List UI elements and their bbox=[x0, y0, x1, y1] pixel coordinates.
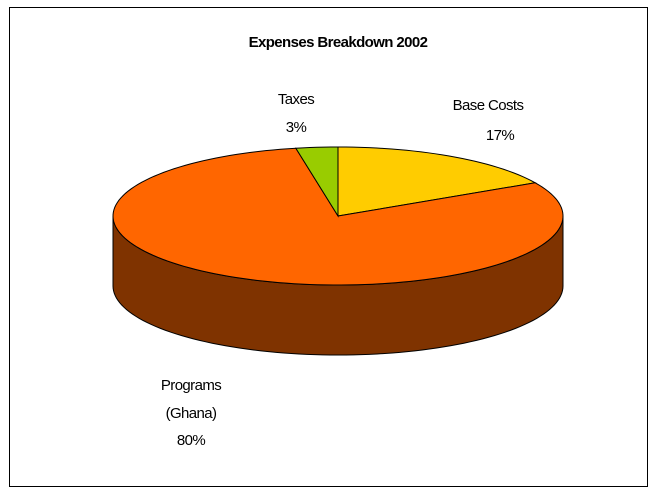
data-label-taxes: Taxes 3% bbox=[278, 91, 315, 136]
label-base-costs-line-2: 17% bbox=[486, 127, 514, 144]
label-programs-line-2: (Ghana) bbox=[166, 405, 217, 422]
label-base-costs-line-1: Base Costs bbox=[453, 97, 524, 114]
data-label-base-costs: Base Costs 17% bbox=[453, 97, 524, 144]
label-programs-line-1: Programs bbox=[161, 377, 221, 394]
pie-top-group bbox=[112, 146, 564, 286]
chart-title: Expenses Breakdown 2002 bbox=[249, 34, 428, 51]
pie-slice-taxes bbox=[294, 146, 339, 218]
label-taxes-line-2: 3% bbox=[286, 119, 307, 136]
label-taxes-line-1: Taxes bbox=[278, 91, 314, 108]
data-label-programs: Programs (Ghana) 80% bbox=[161, 377, 222, 449]
label-programs-line-3: 80% bbox=[177, 432, 205, 449]
pie-slice-base-costs bbox=[337, 146, 537, 217]
